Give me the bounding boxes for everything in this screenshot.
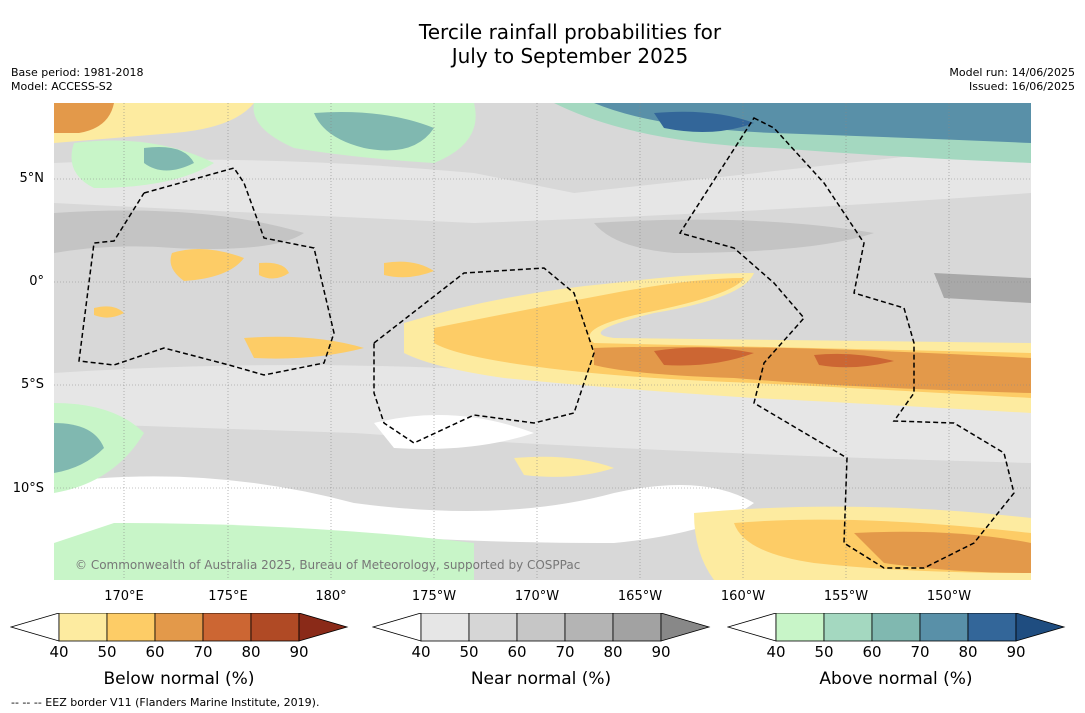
colorbar-tick: 80: [241, 643, 261, 661]
lat-label-5n: 5°N: [19, 171, 45, 186]
below-normal-80-band-east: [814, 353, 894, 368]
colorbar-segment: [775, 612, 825, 642]
lon-label-175e: 175°E: [208, 589, 248, 604]
map-gridlines: [54, 103, 1031, 580]
base-period: Base period: 1981-2018: [11, 66, 144, 79]
above-normal-90-northeast: [654, 111, 754, 132]
near-normal-60-patch: [54, 210, 304, 253]
colorbar-tick: 50: [459, 643, 479, 661]
lon-label-155w: 155°W: [823, 589, 869, 604]
colorbar-segment: [154, 612, 204, 642]
colorbar-tick: 70: [193, 643, 213, 661]
colorbar-extend-low: [371, 612, 422, 642]
colorbar-tick: 60: [507, 643, 527, 661]
near-normal-50-band: [54, 143, 1031, 223]
model-run: Model run: 14/06/2025: [949, 66, 1075, 79]
colorbar-extend-high: [298, 612, 349, 642]
lat-label-5s: 5°S: [20, 377, 44, 392]
lon-label-180: 180°: [315, 589, 347, 604]
colorbar-segment: [919, 612, 969, 642]
below-normal-patch-6: [94, 306, 124, 318]
low-probability-zone-2: [374, 415, 534, 449]
below-normal-80-band: [654, 347, 754, 366]
colorbar-above-label: Above normal (%): [819, 669, 973, 689]
colorbar-tick: 40: [411, 643, 431, 661]
colorbar-tick: 60: [145, 643, 165, 661]
colorbar-segment: [612, 612, 662, 642]
eez-footnote: -- -- -- EEZ border V11 (Flanders Marine…: [11, 696, 320, 709]
above-normal-50-south: [54, 523, 474, 580]
colorbar-segment: [823, 612, 873, 642]
below-normal-patch-3: [384, 261, 434, 278]
meta-right: Model run: 14/06/2025 Issued: 16/06/2025: [949, 66, 1075, 94]
colorbar-near-normal: [371, 612, 712, 647]
colorbar-segment: [564, 612, 614, 642]
colorbar-extend-high: [1015, 612, 1066, 642]
lon-label-170e: 170°E: [104, 589, 144, 604]
colorbar-tick: 80: [603, 643, 623, 661]
colorbar-tick: 40: [766, 643, 786, 661]
above-normal-70-west: [54, 423, 104, 473]
colorbar-tick: 50: [814, 643, 834, 661]
map-title: Tercile rainfall probabilities for July …: [320, 20, 820, 68]
eez-borders: [78, 117, 1015, 569]
colorbar-segment: [250, 612, 300, 642]
lon-label-165w: 165°W: [617, 589, 663, 604]
below-normal-patch-1: [170, 249, 244, 281]
colorbar-below-normal: [9, 612, 350, 647]
lon-label-170w: 170°W: [514, 589, 560, 604]
copyright-notice: © Commonwealth of Australia 2025, Bureau…: [75, 558, 581, 572]
colorbar-extend-low: [726, 612, 777, 642]
colorbar-tick: 40: [49, 643, 69, 661]
colorbar-below-label: Below normal (%): [103, 669, 255, 689]
colorbar-segment: [202, 612, 252, 642]
colorbar-segment: [871, 612, 921, 642]
colorbar-below-normal-graphic: [9, 612, 349, 642]
colorbar-tick: 70: [555, 643, 575, 661]
near-normal-60-patch-east: [594, 219, 874, 253]
above-normal-70-northwest: [144, 147, 194, 171]
colorbar-tick: 90: [651, 643, 671, 661]
colorbar-tick: 80: [958, 643, 978, 661]
colorbar-tick: 90: [1006, 643, 1026, 661]
model-name: Model: ACCESS-S2: [11, 80, 113, 93]
colorbar-above-normal: [726, 612, 1067, 647]
below-normal-70-south: [854, 531, 1031, 573]
colorbar-tick: 70: [910, 643, 930, 661]
below-normal-patch-5: [514, 456, 614, 477]
colorbar-segment: [468, 612, 518, 642]
lon-label-175w: 175°W: [411, 589, 457, 604]
near-normal-50-band-south: [54, 365, 1031, 463]
colorbar-tick: 50: [97, 643, 117, 661]
title-line-1: Tercile rainfall probabilities for: [418, 20, 722, 44]
probability-map: [54, 103, 1031, 580]
lon-label-160w: 160°W: [720, 589, 766, 604]
lon-label-150w: 150°W: [926, 589, 972, 604]
colorbar-segment: [967, 612, 1017, 642]
below-normal-patch-2: [259, 262, 289, 279]
meta-left: Base period: 1981-2018 Model: ACCESS-S2: [11, 66, 143, 94]
title-line-2: July to September 2025: [451, 44, 689, 68]
colorbar-segment: [58, 612, 108, 642]
near-normal-70-patch: [934, 273, 1031, 303]
colorbar-near-label: Near normal (%): [470, 669, 612, 689]
lat-label-10s: 10°S: [12, 481, 44, 496]
colorbar-near-normal-graphic: [371, 612, 711, 642]
colorbar-above-normal-graphic: [726, 612, 1066, 642]
colorbar-tick: 60: [862, 643, 882, 661]
issued-date: Issued: 16/06/2025: [968, 80, 1075, 93]
map-canvas: [54, 103, 1031, 580]
below-normal-patch-4: [244, 336, 364, 359]
colorbar-segment: [516, 612, 566, 642]
colorbar-extend-high: [660, 612, 711, 642]
colorbar-tick: 90: [289, 643, 309, 661]
colorbar-segment: [420, 612, 470, 642]
lat-label-0: 0°: [29, 274, 44, 289]
below-normal-70-northwest: [54, 103, 114, 133]
colorbar-extend-low: [9, 612, 60, 642]
colorbar-segment: [106, 612, 156, 642]
above-normal-70-north: [314, 112, 434, 151]
